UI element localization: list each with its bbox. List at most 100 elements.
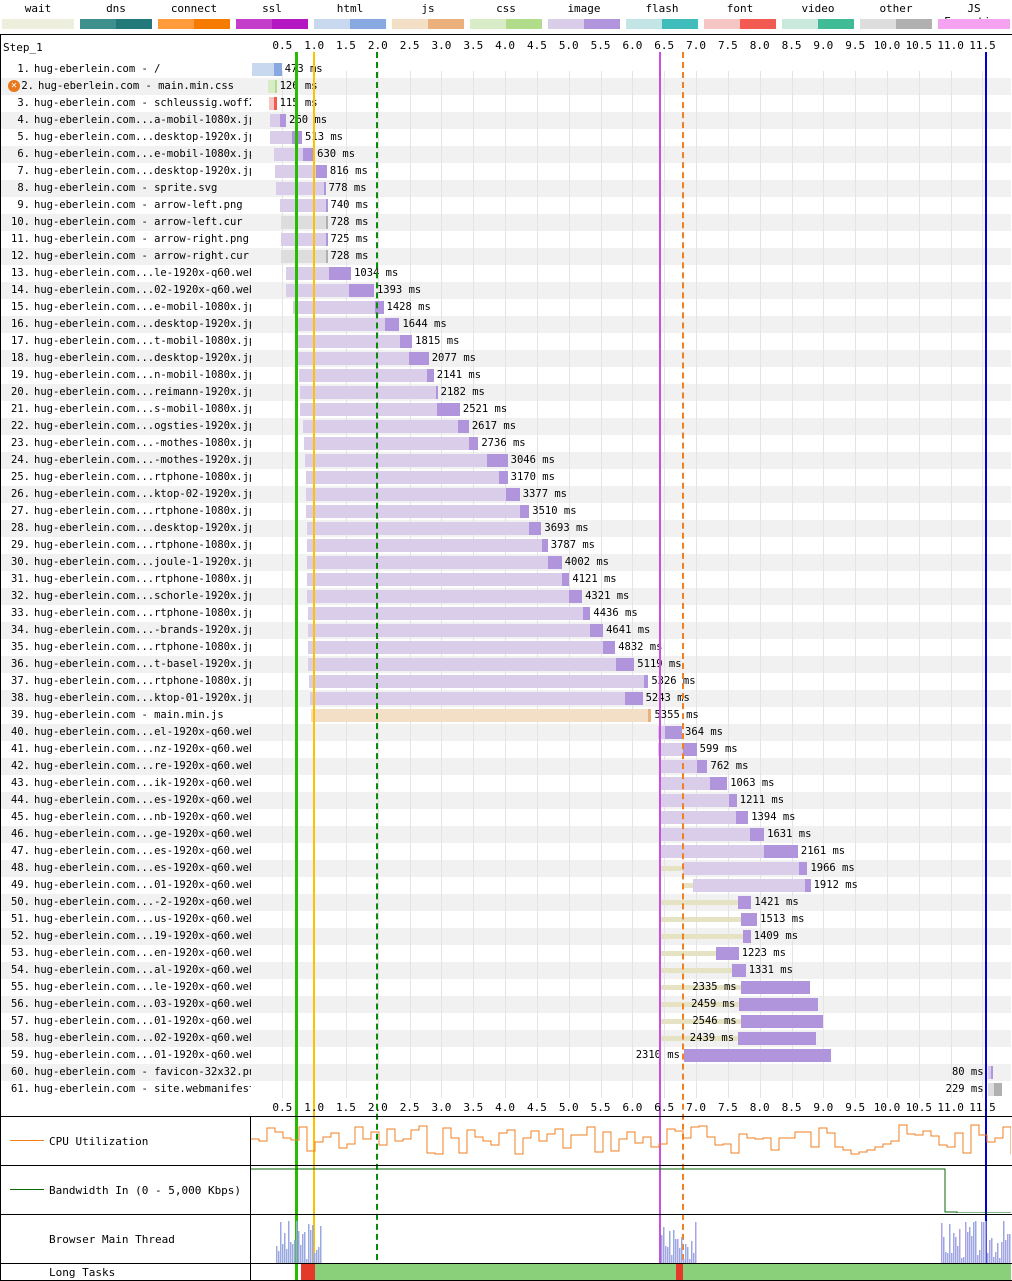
axis-tick-bottom: 1.5 bbox=[336, 1101, 356, 1114]
bar-download bbox=[486, 454, 508, 467]
request-row-label[interactable]: 31. hug-eberlein.com...rtphone-1080x.jpg bbox=[6, 571, 251, 588]
request-row-label[interactable]: 34. hug-eberlein.com...-brands-1920x.jpg bbox=[6, 622, 251, 639]
request-row-label[interactable]: 60. hug-eberlein.com - favicon-32x32.png bbox=[6, 1064, 251, 1081]
request-row-label[interactable]: 54. hug-eberlein.com...al-1920x-q60.webp bbox=[6, 962, 251, 979]
request-row-label[interactable]: 13. hug-eberlein.com...le-1920x-q60.webp bbox=[6, 265, 251, 282]
request-row-label[interactable]: 22. hug-eberlein.com...ogsties-1920x.jpg bbox=[6, 418, 251, 435]
request-row-label[interactable]: 30. hug-eberlein.com...joule-1-1920x.jpg bbox=[6, 554, 251, 571]
main-thread-activity bbox=[953, 1233, 955, 1263]
main-thread-activity bbox=[691, 1241, 693, 1263]
section-bandwidth bbox=[0, 1165, 1012, 1215]
request-row-label[interactable]: 41. hug-eberlein.com...nz-1920x-q60.webp bbox=[6, 741, 251, 758]
request-row-label[interactable]: 4. hug-eberlein.com...a-mobil-1080x.jpg bbox=[6, 112, 251, 129]
axis-tick-bottom: 7.5 bbox=[717, 1101, 738, 1114]
request-number: 49. bbox=[11, 879, 30, 891]
request-row-label[interactable]: 28. hug-eberlein.com...desktop-1920x.jpg bbox=[6, 520, 251, 537]
request-row-label[interactable]: 47. hug-eberlein.com...es-1920x-q60.webp bbox=[6, 843, 251, 860]
request-row-label[interactable]: 8. hug-eberlein.com - sprite.svg bbox=[6, 180, 251, 197]
request-row-label[interactable]: 17. hug-eberlein.com...t-mobil-1080x.jpg bbox=[6, 333, 251, 350]
request-number: 12. bbox=[11, 250, 30, 262]
legend-swatch bbox=[158, 19, 230, 29]
bar-ttfb bbox=[305, 488, 507, 501]
request-row-label[interactable]: 1. hug-eberlein.com - / bbox=[6, 61, 251, 78]
request-row-label[interactable]: 23. hug-eberlein.com...-mothes-1080x.jpg bbox=[6, 435, 251, 452]
request-row-label[interactable]: 46. hug-eberlein.com...ge-1920x-q60.webp bbox=[6, 826, 251, 843]
main-thread-activity bbox=[667, 1247, 669, 1263]
request-row-label[interactable]: 11. hug-eberlein.com - arrow-right.png bbox=[6, 231, 251, 248]
request-row-label[interactable]: 38. hug-eberlein.com...ktop-01-1920x.jpg bbox=[6, 690, 251, 707]
request-row-label[interactable]: 21. hug-eberlein.com...s-mobil-1080x.jpg bbox=[6, 401, 251, 418]
request-row-label[interactable]: 37. hug-eberlein.com...rtphone-1080x.jpg bbox=[6, 673, 251, 690]
section-cpu bbox=[0, 1116, 1012, 1166]
request-url: hug-eberlein.com...us-1920x-q60.webp bbox=[34, 913, 251, 925]
request-row-label[interactable]: 53. hug-eberlein.com...en-1920x-q60.webp bbox=[6, 945, 251, 962]
request-row-label[interactable]: 10. hug-eberlein.com - arrow-left.cur bbox=[6, 214, 251, 231]
request-row-label[interactable]: 27. hug-eberlein.com...rtphone-1080x.jpg bbox=[6, 503, 251, 520]
request-duration: 1513 ms bbox=[760, 913, 805, 925]
section-label-long_tasks: Long Tasks bbox=[49, 1265, 116, 1279]
request-duration: 1394 ms bbox=[751, 811, 796, 823]
request-row-label[interactable]: 33. hug-eberlein.com...rtphone-1080x.jpg bbox=[6, 605, 251, 622]
request-row-label[interactable]: 24. hug-eberlein.com...-mothes-1920x.jpg bbox=[6, 452, 251, 469]
request-row-label[interactable]: 14. hug-eberlein.com...02-1920x-q60.webp bbox=[6, 282, 251, 299]
request-row-label[interactable]: 49. hug-eberlein.com...01-1920x-q60.webp bbox=[6, 877, 251, 894]
request-row-label[interactable]: 7. hug-eberlein.com...desktop-1920x.jpg bbox=[6, 163, 251, 180]
bar-download bbox=[664, 726, 683, 739]
request-row-label[interactable]: 9. hug-eberlein.com - arrow-left.png bbox=[6, 197, 251, 214]
request-row-label[interactable]: 56. hug-eberlein.com...03-1920x-q60.webp bbox=[6, 996, 251, 1013]
request-row-label[interactable]: 15. hug-eberlein.com...e-mobil-1080x.jpg bbox=[6, 299, 251, 316]
legend-swatch bbox=[80, 19, 152, 29]
main-thread-activity bbox=[999, 1258, 1001, 1263]
section-main_thread bbox=[0, 1214, 1012, 1264]
request-number: 18. bbox=[11, 352, 30, 364]
request-duration: 5326 ms bbox=[651, 675, 696, 687]
request-row-label[interactable]: 55. hug-eberlein.com...le-1920x-q60.webp bbox=[6, 979, 251, 996]
main-thread-activity bbox=[997, 1243, 999, 1263]
request-row-label[interactable]: 51. hug-eberlein.com...us-1920x-q60.webp bbox=[6, 911, 251, 928]
request-row-label[interactable]: 45. hug-eberlein.com...nb-1920x-q60.webp bbox=[6, 809, 251, 826]
request-row-label[interactable]: 16. hug-eberlein.com...desktop-1920x.jpg bbox=[6, 316, 251, 333]
request-row-label[interactable]: 26. hug-eberlein.com...ktop-02-1920x.jpg bbox=[6, 486, 251, 503]
legend-item-other: other bbox=[858, 0, 934, 34]
request-row-label[interactable]: 57. hug-eberlein.com...01-1920x-q60.webp bbox=[6, 1013, 251, 1030]
legend-swatch bbox=[2, 19, 74, 29]
long-task-segment bbox=[676, 1264, 683, 1280]
request-duration: 4321 ms bbox=[585, 590, 630, 602]
request-row-label[interactable]: 29. hug-eberlein.com...rtphone-1080x.jpg bbox=[6, 537, 251, 554]
request-row-label[interactable]: 12. hug-eberlein.com - arrow-right.cur bbox=[6, 248, 251, 265]
request-row-label[interactable]: 50. hug-eberlein.com...-2-1920x-q60.webp bbox=[6, 894, 251, 911]
bar-download bbox=[274, 97, 277, 110]
request-row-label[interactable]: 59. hug-eberlein.com...01-1920x-q60.webp bbox=[6, 1047, 251, 1064]
axis-tick-top: 1.5 bbox=[336, 39, 356, 52]
request-row-label[interactable]: 20. hug-eberlein.com...reimann-1920x.jpg bbox=[6, 384, 251, 401]
request-row-label[interactable]: 44. hug-eberlein.com...es-1920x-q60.webp bbox=[6, 792, 251, 809]
request-row-label[interactable]: 19. hug-eberlein.com...n-mobil-1080x.jpg bbox=[6, 367, 251, 384]
request-duration: 725 ms bbox=[330, 233, 369, 245]
request-row-label[interactable]: 3. hug-eberlein.com - schleussig.woff2 bbox=[6, 95, 251, 112]
request-number: 28. bbox=[11, 522, 30, 534]
main-thread-activity bbox=[985, 1221, 987, 1263]
request-row-label[interactable]: 36. hug-eberlein.com...t-basel-1920x.jpg bbox=[6, 656, 251, 673]
request-row-label[interactable]: 18. hug-eberlein.com...desktop-1920x.jpg bbox=[6, 350, 251, 367]
request-row-label[interactable]: 48. hug-eberlein.com...es-1920x-q60.webp bbox=[6, 860, 251, 877]
request-row-label[interactable]: 35. hug-eberlein.com...rtphone-1080x.jpg bbox=[6, 639, 251, 656]
timing-marker bbox=[984, 52, 987, 1280]
bar-ttfb bbox=[251, 63, 275, 76]
request-number: 14. bbox=[11, 284, 30, 296]
bar-download bbox=[325, 199, 328, 212]
request-row-label[interactable]: 43. hug-eberlein.com...ik-1920x-q60.webp bbox=[6, 775, 251, 792]
request-row-label[interactable]: 42. hug-eberlein.com...re-1920x-q60.webp bbox=[6, 758, 251, 775]
request-row-label[interactable]: 58. hug-eberlein.com...02-1920x-q60.webp bbox=[6, 1030, 251, 1047]
request-row-label[interactable]: 52. hug-eberlein.com...19-1920x-q60.webp bbox=[6, 928, 251, 945]
request-row-label[interactable]: 61. hug-eberlein.com - site.webmanifest bbox=[6, 1081, 251, 1098]
request-row-label[interactable]: 25. hug-eberlein.com...rtphone-1080x.jpg bbox=[6, 469, 251, 486]
section-long_tasks bbox=[0, 1263, 1012, 1281]
request-row-label[interactable]: 6. hug-eberlein.com...e-mobil-1080x.jpg bbox=[6, 146, 251, 163]
request-duration: 1331 ms bbox=[748, 964, 793, 976]
request-row-label[interactable]: 40. hug-eberlein.com...el-1920x-q60.webp bbox=[6, 724, 251, 741]
request-row-label[interactable]: 32. hug-eberlein.com...schorle-1920x.jpg bbox=[6, 588, 251, 605]
request-row-label[interactable]: 5. hug-eberlein.com...desktop-1920x.jpg bbox=[6, 129, 251, 146]
request-row-label[interactable]: ✕ 2. hug-eberlein.com - main.min.css bbox=[6, 78, 251, 95]
axis-tick-top: 5.5 bbox=[590, 39, 611, 52]
request-row-label[interactable]: 39. hug-eberlein.com - main.min.js bbox=[6, 707, 251, 724]
